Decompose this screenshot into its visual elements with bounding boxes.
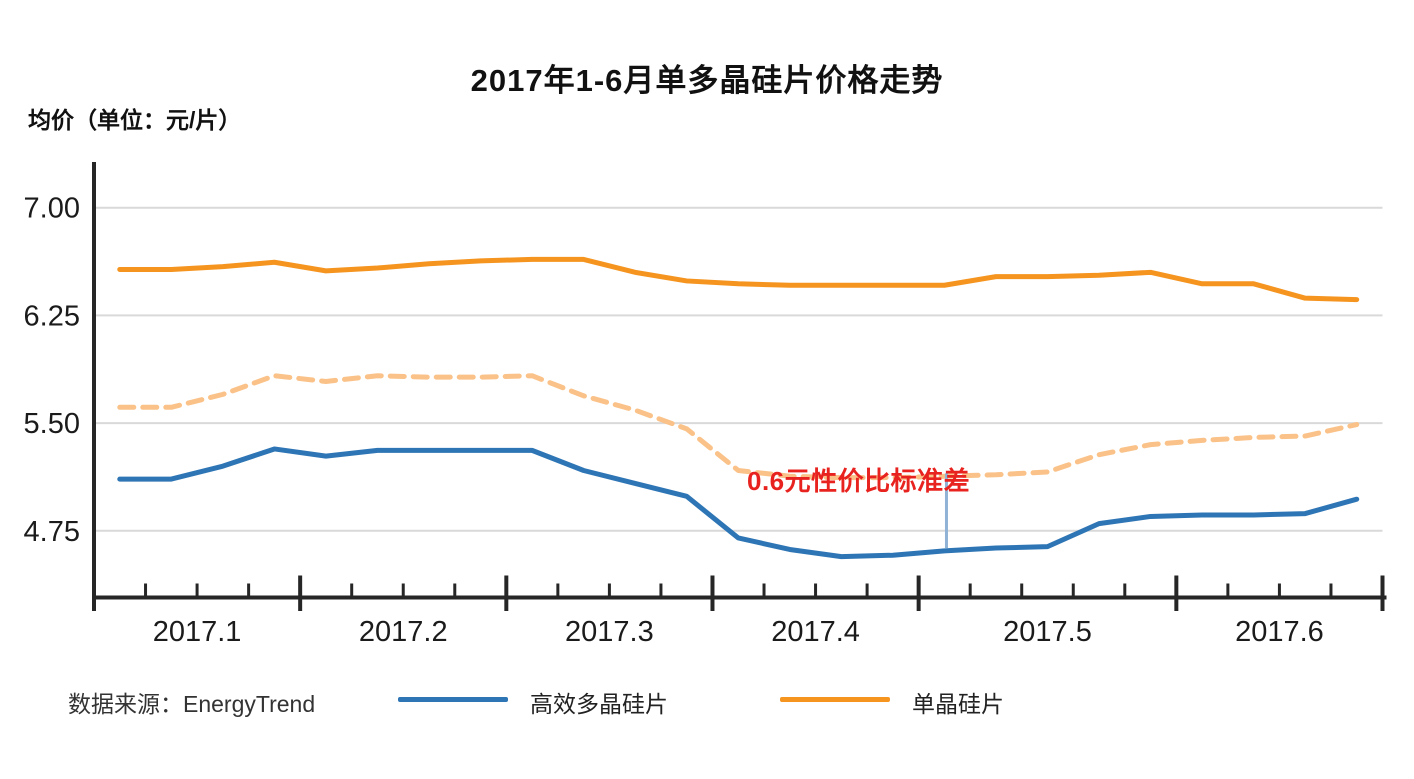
- annotation-text: 0.6元性价比标准差: [747, 466, 971, 496]
- legend-swatch-multi-line: [398, 697, 508, 702]
- legend-item-multi: 高效多晶硅片: [398, 683, 728, 717]
- y-tick-label: 6.25: [24, 300, 80, 332]
- x-tick-label: 2017.2: [359, 616, 448, 648]
- y-tick-label: 5.50: [24, 408, 80, 440]
- x-tick-label: 2017.1: [153, 616, 242, 648]
- x-tick-label: 2017.5: [1003, 616, 1092, 648]
- legend-item-mono: 单晶硅片: [780, 683, 1060, 717]
- y-tick-label: 7.00: [24, 193, 80, 225]
- x-tick-label: 2017.4: [771, 616, 860, 648]
- y-tick-label: 4.75: [24, 516, 80, 548]
- legend-row: 数据来源：EnergyTrend 高效多晶硅片 单晶硅片: [0, 683, 1414, 723]
- x-tick-label: 2017.6: [1235, 616, 1324, 648]
- series-line-2: [117, 373, 1360, 481]
- data-source-label: 数据来源：EnergyTrend: [68, 691, 316, 717]
- chart-title: 2017年1-6月单多晶硅片价格走势: [470, 63, 944, 98]
- legend-label-multi: 高效多晶硅片: [530, 691, 668, 717]
- series-line-1: [117, 446, 1360, 560]
- x-tick-label: 2017.3: [565, 616, 654, 648]
- legend-swatch-mono-line: [780, 697, 890, 702]
- series-line-0: [117, 256, 1360, 303]
- legend-label-mono: 单晶硅片: [912, 691, 1004, 717]
- y-axis-unit-label: 均价（单位：元/片）: [28, 107, 242, 133]
